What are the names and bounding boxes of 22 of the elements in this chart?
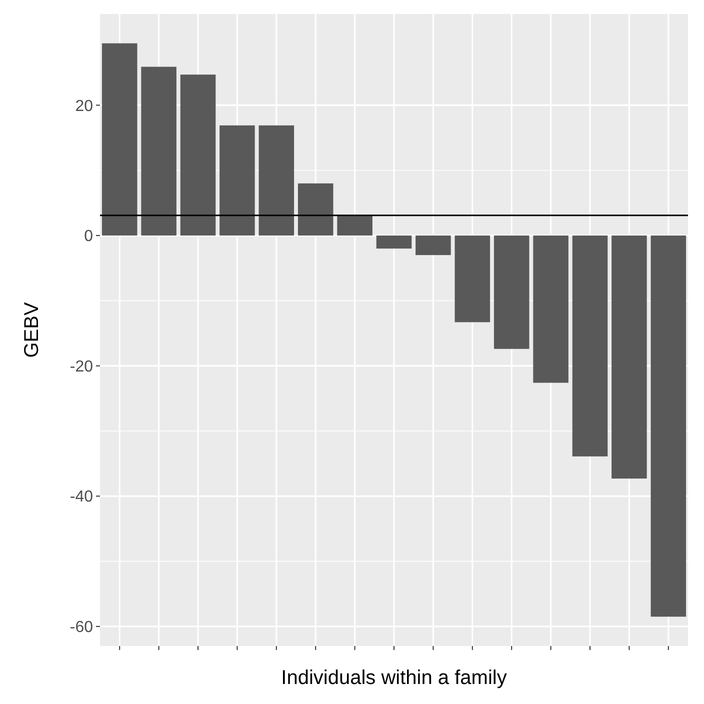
bar (416, 236, 451, 256)
bar (650, 236, 686, 617)
bar (612, 236, 647, 479)
bar (337, 215, 372, 236)
bar (533, 236, 568, 383)
bar (220, 125, 255, 236)
bar (572, 236, 608, 456)
bar (454, 236, 490, 322)
y-tick-label: -40 (70, 488, 94, 506)
bar (102, 43, 138, 236)
y-tick-label: -20 (70, 358, 94, 376)
bar (141, 66, 176, 236)
bar (298, 183, 334, 236)
y-tick-label: 20 (75, 98, 94, 115)
x-axis-title: Individuals within a family (281, 667, 507, 689)
bar (494, 236, 530, 349)
bar (258, 125, 294, 236)
y-tick-label: -60 (70, 619, 94, 636)
y-tick-label: 0 (84, 228, 94, 246)
bar (376, 236, 412, 249)
y-axis-title: GEBV (21, 302, 43, 358)
bar (180, 74, 216, 236)
